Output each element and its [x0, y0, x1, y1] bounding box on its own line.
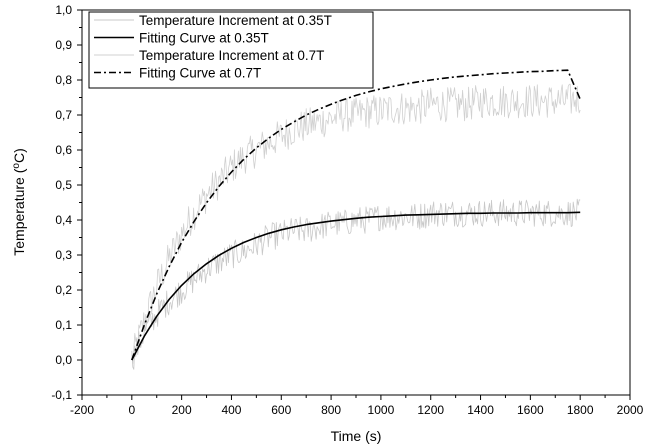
y-tick-label: 0,4 — [55, 213, 72, 227]
y-tick-label: 0,8 — [55, 73, 72, 87]
y-tick-label: 1,0 — [55, 3, 72, 17]
x-tick-label: 1400 — [467, 403, 494, 417]
legend: Temperature Increment at 0.35T Fitting Cu… — [89, 12, 373, 88]
x-tick-label: 0 — [128, 403, 135, 417]
y-tick-label: 0,5 — [55, 178, 72, 192]
x-tick-label: 200 — [172, 403, 192, 417]
x-axis-title: Time (s) — [331, 428, 382, 444]
legend-label-0: Temperature Increment at 0.35T — [139, 13, 332, 28]
x-tick-label: 1600 — [517, 403, 544, 417]
legend-label-2: Temperature Increment at 0.7T — [139, 48, 324, 63]
y-tick-label: 0,0 — [55, 353, 72, 367]
x-tick-label: 1800 — [567, 403, 594, 417]
y-tick-label: 0,3 — [55, 248, 72, 262]
x-tick-label: 2000 — [617, 403, 644, 417]
legend-label-1: Fitting Curve at 0.35T — [139, 31, 269, 46]
x-tick-label: 400 — [221, 403, 241, 417]
y-tick-label: 0,2 — [55, 283, 72, 297]
y-tick-label: -0,1 — [51, 388, 72, 402]
y-tick-label: 0,6 — [55, 143, 72, 157]
x-tick-label: -200 — [70, 403, 94, 417]
y-tick-label: 0,1 — [55, 318, 72, 332]
y-tick-label: 0,7 — [55, 108, 72, 122]
x-tick-label: 600 — [271, 403, 291, 417]
x-tick-label: 800 — [321, 403, 341, 417]
x-tick-label: 1000 — [368, 403, 395, 417]
x-tick-label: 1200 — [417, 403, 444, 417]
y-tick-label: 0,9 — [55, 38, 72, 52]
legend-label-3: Fitting Curve at 0.7T — [139, 66, 261, 81]
